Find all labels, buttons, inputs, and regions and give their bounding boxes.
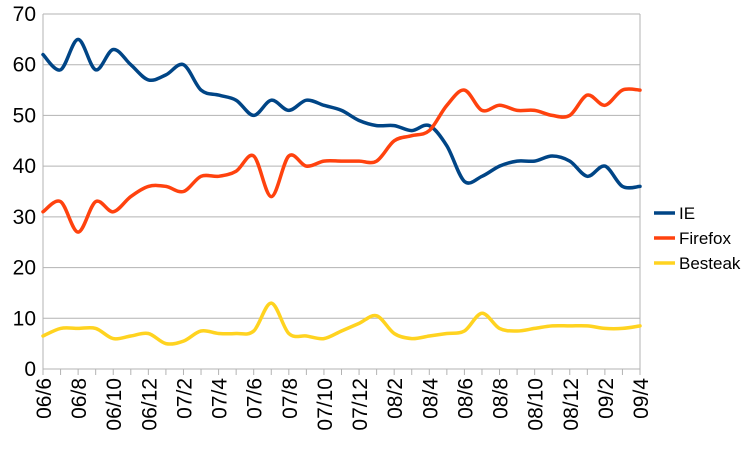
legend-label-ie: IE (679, 204, 695, 223)
series-line-ie (41, 37, 642, 190)
legend-label-firefox: Firefox (679, 229, 731, 248)
series-line-besteak (41, 301, 642, 346)
x-tick-label: 06/10 (103, 378, 126, 431)
x-tick-label: 08/10 (525, 378, 548, 431)
y-tick-label: 20 (13, 257, 36, 280)
y-tick-label: 60 (13, 54, 36, 77)
gridlines (42, 13, 641, 370)
y-tick-label: 70 (13, 3, 36, 26)
x-tick-label: 07/2 (173, 378, 196, 419)
x-tick-label: 07/10 (314, 378, 337, 431)
x-tick-label: 08/8 (490, 378, 513, 419)
x-tick-label: 07/8 (279, 378, 302, 419)
y-axis: 0 10 20 30 40 50 60 70 (13, 3, 36, 381)
y-tick-label: 50 (13, 104, 36, 127)
y-tick-label: 10 (13, 307, 36, 330)
series-line-firefox (41, 87, 642, 234)
series-lines (41, 37, 642, 346)
x-tick-label: 08/6 (454, 378, 477, 419)
x-axis: 06/6 06/8 06/10 06/12 07/2 07/4 07/6 07/8 07/10 0… (33, 369, 653, 431)
x-tick-label: 07/12 (349, 378, 372, 431)
legend: IE Firefox Besteak (654, 204, 741, 273)
x-tick-label: 06/8 (68, 378, 91, 419)
x-tick-label: 07/6 (244, 378, 267, 419)
x-tick-label: 09/4 (630, 378, 653, 419)
x-tick-label: 06/6 (33, 378, 56, 419)
y-tick-label: 0 (24, 358, 36, 381)
y-tick-label: 40 (13, 155, 36, 178)
x-tick-label: 06/12 (138, 378, 161, 431)
x-tick-label: 08/2 (384, 378, 407, 419)
y-tick-label: 30 (13, 206, 36, 229)
legend-label-besteak: Besteak (679, 254, 741, 273)
x-tick-label: 08/4 (419, 378, 442, 419)
x-tick-label: 09/2 (595, 378, 618, 419)
x-tick-label: 07/4 (209, 378, 232, 419)
x-tick-label: 08/12 (560, 378, 583, 431)
